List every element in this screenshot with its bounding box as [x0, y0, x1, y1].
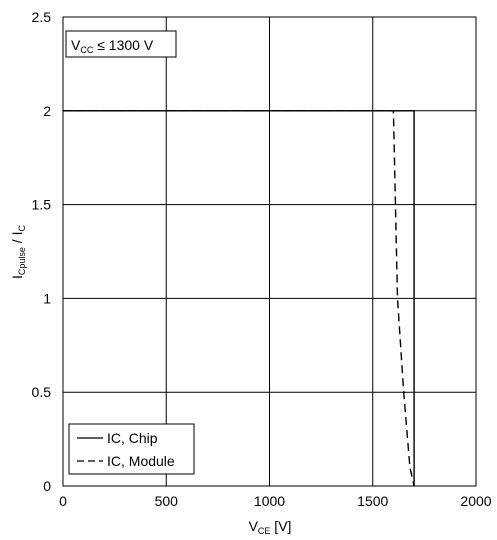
x-tick-label: 0 — [59, 493, 67, 509]
legend-box — [68, 423, 195, 475]
vcc-annotation-text: VCC ≤ 1300 V — [71, 37, 154, 55]
y-tick-label: 1 — [43, 290, 51, 306]
y-axis-label: ICpulse / IC — [9, 225, 27, 279]
vcc-annotation-box — [65, 30, 177, 58]
legend-label-chip: IC, Chip — [107, 430, 158, 446]
legend: IC, Chip IC, Module — [68, 423, 195, 475]
plot-frame — [62, 16, 477, 487]
tick-labels: 0 500 1000 1500 2000 0 0.5 1 1.5 2 2.5 — [32, 9, 492, 509]
y-tick-label: 0 — [43, 478, 51, 494]
x-tick-label: 1500 — [357, 493, 388, 509]
vcc-annotation: VCC ≤ 1300 V — [65, 30, 177, 58]
y-tick-label: 2 — [43, 103, 51, 119]
x-tick-label: 1000 — [254, 493, 285, 509]
y-tick-label: 0.5 — [32, 384, 52, 400]
series-group — [63, 110, 415, 487]
x-tick-label: 2000 — [460, 493, 491, 509]
x-axis-label: VCE [V] — [249, 518, 292, 536]
y-tick-label: 2.5 — [32, 9, 52, 25]
y-tick-label: 1.5 — [32, 197, 52, 213]
legend-label-module: IC, Module — [107, 453, 175, 469]
x-tick-label: 500 — [155, 493, 179, 509]
series-line-module — [63, 110, 415, 487]
